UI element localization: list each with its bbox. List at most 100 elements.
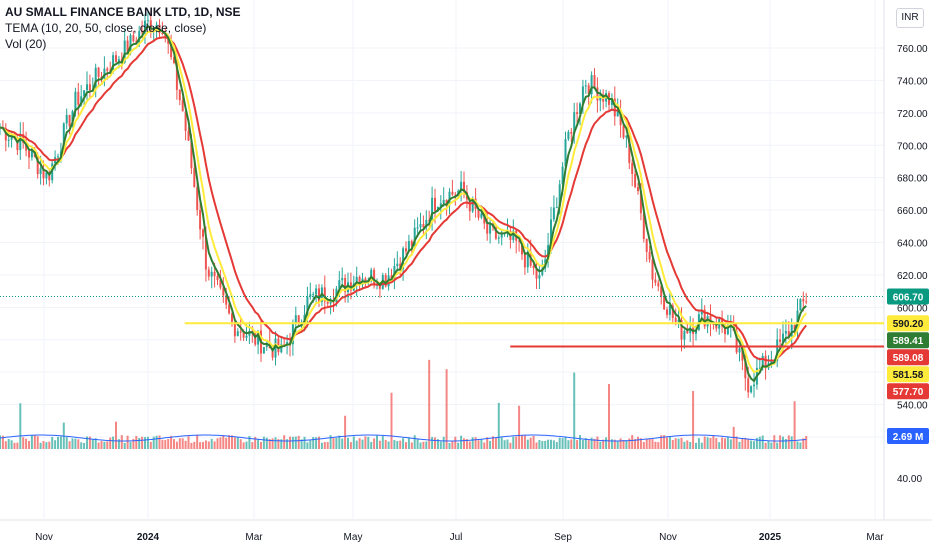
candle-body [271,348,274,358]
volume-bar [45,442,48,449]
candle-body [65,114,68,124]
candle-body [42,168,45,179]
volume-bar [170,435,173,449]
volume-bar [1,435,4,449]
candle-body [86,84,88,91]
candle-body [663,296,666,310]
volume-legend[interactable]: Vol (20) [5,37,47,51]
x-tick-label: Jul [450,532,463,543]
candle-body [613,98,616,117]
candle-body [25,142,28,151]
candle-body [660,286,663,297]
candle-body [112,55,115,72]
volume-bar [521,435,523,449]
volume-bar [587,440,590,449]
candle-body [422,224,425,228]
volume-bar [610,439,613,449]
candle-body [805,301,808,303]
price-badge-label: 577.70 [893,387,924,398]
volume-bar [599,441,602,449]
tema-legend[interactable]: TEMA (10, 20, 50, close, close, close) [5,21,207,35]
y-tick-label: 720.00 [897,109,928,120]
volume-bar [291,436,294,449]
volume-bar [419,442,422,449]
volume-bar [231,435,233,449]
candle-body [233,321,236,337]
candle-body [228,304,231,314]
volume-bar [518,405,521,449]
volume-bar [338,435,341,449]
volume-bar [303,436,306,449]
volume-bar [294,436,297,449]
volume-bar [552,440,555,449]
volume-bar [158,435,161,449]
candle-body [648,251,651,260]
volume-bar [503,440,506,449]
volume-bar [402,438,405,449]
volume-bar [117,439,120,449]
candle-body [593,75,596,88]
volume-bar [16,442,19,449]
volume-bar [347,437,349,449]
candle-body [7,139,10,141]
volume-bar [480,439,483,449]
candle-body [494,227,497,239]
volume-bar [790,436,793,449]
candle-body [88,84,91,91]
volume-bar [132,438,135,449]
volume-bar [434,437,436,449]
candle-body [590,75,593,95]
candle-body [550,219,552,246]
volume-bar [344,415,347,449]
volume-bar [773,435,776,449]
volume-bar [257,439,260,449]
currency-button[interactable]: INR [896,8,924,28]
volume-bar [619,438,622,449]
volume-bar [297,435,300,449]
volume-bar [59,436,62,449]
volume-bar [268,439,271,449]
volume-bar [541,440,544,449]
candle-body [753,384,755,387]
symbol-title[interactable]: AU SMALL FINANCE BANK LTD, 1D, NSE [5,5,241,19]
candle-body [213,271,216,277]
volume-bar [387,441,390,449]
candle-body [436,206,439,211]
volume-bar [207,441,210,449]
price-badges: 606.70 590.20 589.41 589.08 581.58 577.70 2.69… [887,288,929,444]
volume-bar [22,437,25,449]
candle-body [738,348,741,353]
volume-bar [149,441,152,449]
volume-bar [492,436,494,449]
volume-bar [451,441,454,449]
price-badge [887,366,929,383]
candle-body [294,315,297,324]
tema-50-line [0,36,807,362]
candle-body [616,110,619,117]
candle-body [784,330,787,334]
volume-bar [596,436,599,449]
candle-body [628,135,631,163]
candle-body [741,348,744,361]
volume-bar [112,436,115,449]
volume-bar [558,437,561,449]
candle-body [202,229,204,237]
volume-bar [80,442,83,449]
volume-bar [579,435,581,449]
volume-bar [413,435,416,449]
x-tick-label: Mar [245,532,263,543]
volume-bar [576,440,579,449]
volume-bar [277,439,280,449]
volume-bar [115,421,117,449]
volume-bar [97,442,100,449]
volume-bar [349,442,352,449]
x-tick-label: Nov [35,532,53,543]
candle-body [657,282,660,287]
candle-body [573,112,576,134]
candle-body [634,173,637,188]
volume-bar [286,439,289,449]
volume-bar [416,438,419,449]
price-axis: 760.00 740.00 720.00 700.00 680.00 660.00 640.… [897,44,928,485]
volume-bar [190,442,193,449]
